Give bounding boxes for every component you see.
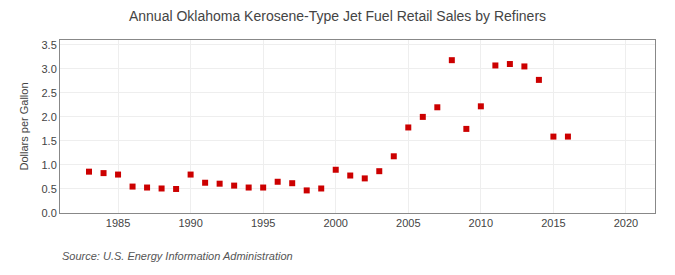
- svg-text:0.0: 0.0: [42, 207, 57, 219]
- svg-text:2.5: 2.5: [42, 87, 57, 99]
- svg-text:Source: U.S. Energy Informatio: Source: U.S. Energy Information Administ…: [62, 250, 293, 262]
- svg-text:1990: 1990: [178, 217, 202, 229]
- svg-text:Annual Oklahoma Kerosene-Type: Annual Oklahoma Kerosene-Type Jet Fuel R…: [129, 8, 546, 24]
- svg-text:1.0: 1.0: [42, 159, 57, 171]
- svg-text:1.5: 1.5: [42, 135, 57, 147]
- svg-text:3.0: 3.0: [42, 63, 57, 75]
- svg-text:2005: 2005: [396, 217, 420, 229]
- svg-text:Dollars per Gallon: Dollars per Gallon: [18, 82, 30, 170]
- svg-text:2015: 2015: [541, 217, 565, 229]
- svg-text:2020: 2020: [614, 217, 638, 229]
- svg-text:1995: 1995: [251, 217, 275, 229]
- svg-text:0.5: 0.5: [42, 183, 57, 195]
- svg-text:2000: 2000: [323, 217, 347, 229]
- svg-text:2.0: 2.0: [42, 111, 57, 123]
- svg-text:2010: 2010: [469, 217, 493, 229]
- svg-text:1985: 1985: [106, 217, 130, 229]
- svg-text:3.5: 3.5: [42, 39, 57, 51]
